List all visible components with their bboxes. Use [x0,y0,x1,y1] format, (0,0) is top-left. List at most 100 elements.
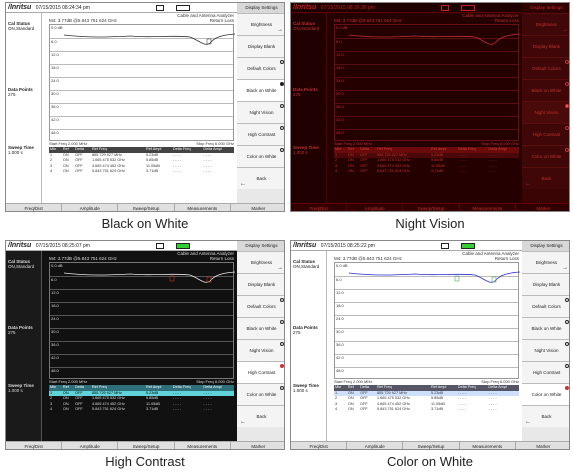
black-on-white-button[interactable]: Black on White [237,317,284,339]
table-row[interactable]: 1 ON OFF 855.729 927 MHz 5.23dB - - - -- - - … [49,390,234,397]
back-button[interactable]: Back ← [522,167,569,189]
back-button[interactable]: Back ← [237,167,284,189]
data-points: Data Points 275 [8,325,33,335]
high-contrast-button[interactable]: High Contrast [522,361,569,383]
anritsu-logo: /Inritsu [8,242,32,249]
default-colors-button[interactable]: Default Colors [522,57,569,79]
display-blank-button[interactable]: Display Blank [237,273,284,295]
y-label: 36.0 [336,104,344,109]
freq-dist-button[interactable]: Freq/Dist [291,204,348,211]
night-vision-button[interactable]: Night Vision [237,101,284,123]
battery-icon [176,243,190,249]
marker-table: Mkr Ref Delta Ref Freq Ref Ampl Delta Freq Del… [334,385,519,413]
caption-color-on-white: Color on White [387,454,473,469]
brightness-button[interactable]: Brightness → [522,251,569,273]
radio-selected-icon [565,104,569,108]
freq-dist-button[interactable]: Freq/Dist [6,204,63,211]
amplitude-button[interactable]: Amplitude [347,442,404,449]
back-button[interactable]: Back ← [237,405,284,427]
table-row[interactable]: 3 ON OFF 4.665 474 452 GHz 11.05dB - - - -- -… [50,401,212,406]
marker-readout: M4: 3.77dB @5.843 751 624 GHz [334,18,402,23]
marker-button[interactable]: Marker [536,206,551,211]
marker-button[interactable]: Marker [536,444,551,449]
radio-icon [280,104,284,108]
default-colors-button[interactable]: Default Colors [237,295,284,317]
y-label: 30.0 [336,329,344,334]
arrow-right-icon: → [277,265,283,271]
high-contrast-button[interactable]: High Contrast [522,123,569,145]
table-row[interactable]: 3 ON OFF 4.665 474 452 GHz 11.05dB - - - -- -… [50,163,212,168]
table-row[interactable]: 3 ON OFF 4.665 474 452 GHz 11.05dB - - - -- -… [335,401,497,406]
table-row[interactable]: 4 ON OFF 5.843 751 624 GHz 3.71dB - - - -- - … [335,407,497,412]
color-on-white-button[interactable]: Color on White [237,383,284,405]
marker-button[interactable]: Marker [251,206,266,211]
measurements-button[interactable]: Measurements [460,204,516,211]
radio-icon [565,148,569,152]
table-row[interactable]: 2 ON OFF 1.665 475 532 GHz 5.85dB - - - -- - … [335,158,497,163]
plot-grid[interactable]: 0.0 dB 6.0 12.0 18.0 24.0 30.0 36.0 42.0… [334,262,520,379]
y-label: 42.0 [51,355,59,360]
datetime: 07/15/2015 08:24:34 pm [35,5,90,11]
display-blank-button[interactable]: Display Blank [522,35,569,57]
cal-status: Cal Status ON,Standard [293,21,320,31]
table-row[interactable]: 1 ON OFF 855.729 927 MHz 5.23dB - - - -- - - … [334,152,519,159]
sweep-setup-button[interactable]: Sweep/Setup [403,204,460,211]
sweep-setup-button[interactable]: Sweep/Setup [403,442,460,449]
measurement-mode: Cable and Antenna Analyzer Return Loss [177,251,234,261]
table-row[interactable]: 2 ON OFF 1.665 475 532 GHz 5.85dB - - - -- - … [50,158,212,163]
marker-table: Mkr Ref Delta Ref Freq Ref Ampl Delta Freq Del… [334,147,519,175]
night-vision-button[interactable]: Night Vision [522,101,569,123]
plot-grid[interactable]: 0.0 dB 6.0 12.0 18.0 24.0 30.0 36.0 42.0… [49,24,235,141]
table-row[interactable]: 2 ON OFF 1.665 475 532 GHz 5.85dB - - - -- - … [335,396,497,401]
black-on-white-button[interactable]: Black on White [522,79,569,101]
measurements-button[interactable]: Measurements [175,442,231,449]
color-on-white-button[interactable]: Color on White [522,145,569,167]
amplitude-button[interactable]: Amplitude [62,204,119,211]
high-contrast-button[interactable]: High Contrast [237,361,284,383]
frequency-range: Start Freq 2.000 MHz Stop Freq 6.000 GHz [49,379,234,384]
marker-table: Mkr Ref Delta Ref Freq Ref Ampl Delta Freq Del… [49,147,234,175]
default-colors-button[interactable]: Default Colors [522,295,569,317]
color-on-white-button[interactable]: Color on White [237,145,284,167]
table-row[interactable]: 4 ON OFF 5.843 751 624 GHz 3.71dB - - - -- - … [50,407,212,412]
marker-readout: M4: 3.77dB @5.843 751 624 GHz [334,256,402,261]
brightness-button[interactable]: Brightness → [237,251,284,273]
marker-button[interactable]: Marker [251,444,266,449]
marker-table: Mkr Ref Delta Ref Freq Ref Ampl Delta Freq Del… [49,385,234,413]
night-vision-button[interactable]: Night Vision [237,339,284,361]
freq-dist-button[interactable]: Freq/Dist [291,442,348,449]
save-icon [156,243,164,249]
main-menu-bar: Freq/Dist Amplitude Sweep/Setup Measurem… [291,203,569,211]
high-contrast-button[interactable]: High Contrast [237,123,284,145]
back-button[interactable]: Back ← [522,405,569,427]
return-loss-trace [63,271,235,283]
plot-grid[interactable]: 0.0 dB 6.0 12.0 18.0 24.0 30.0 36.0 42.0… [334,24,520,141]
table-row[interactable]: 2 ON OFF 1.665 475 532 GHz 5.85dB - - - -- - … [50,396,212,401]
color-on-white-button[interactable]: Color on White [522,383,569,405]
measurements-button[interactable]: Measurements [175,204,231,211]
table-row[interactable]: 4 ON OFF 5.843 751 624 GHz 3.71dB - - - -- - … [50,169,212,174]
plot-grid[interactable]: 0.0 dB 6.0 12.0 18.0 24.0 30.0 36.0 42.0… [49,262,235,379]
freq-dist-button[interactable]: Freq/Dist [6,442,63,449]
display-blank-button[interactable]: Display Blank [522,273,569,295]
amplitude-button[interactable]: Amplitude [347,204,404,211]
amplitude-button[interactable]: Amplitude [62,442,119,449]
brightness-button[interactable]: Brightness → [522,13,569,35]
table-row[interactable]: 1 ON OFF 855.729 927 MHz 5.23dB - - - -- - - … [334,390,519,397]
table-row[interactable]: 4 ON OFF 5.843 751 624 GHz 3.71dB - - - -- - … [335,169,497,174]
arrow-right-icon: → [562,265,568,271]
radio-icon [565,320,569,324]
sweep-setup-button[interactable]: Sweep/Setup [118,442,175,449]
black-on-white-button[interactable]: Black on White [237,79,284,101]
brightness-button[interactable]: Brightness → [237,13,284,35]
main-menu-bar: Freq/Dist Amplitude Sweep/Setup Measurem… [6,203,284,211]
measurement-mode: Cable and Antenna Analyzer Return Loss [177,13,234,23]
black-on-white-button[interactable]: Black on White [522,317,569,339]
measurements-button[interactable]: Measurements [460,442,516,449]
table-row[interactable]: 1 ON OFF 855.729 927 MHz 5.23dB - - - -- - - … [50,152,212,157]
night-vision-button[interactable]: Night Vision [522,339,569,361]
sweep-setup-button[interactable]: Sweep/Setup [118,204,175,211]
table-row[interactable]: 3 ON OFF 4.665 474 452 GHz 11.05dB - - - -- -… [335,163,497,168]
display-blank-button[interactable]: Display Blank [237,35,284,57]
default-colors-button[interactable]: Default Colors [237,57,284,79]
